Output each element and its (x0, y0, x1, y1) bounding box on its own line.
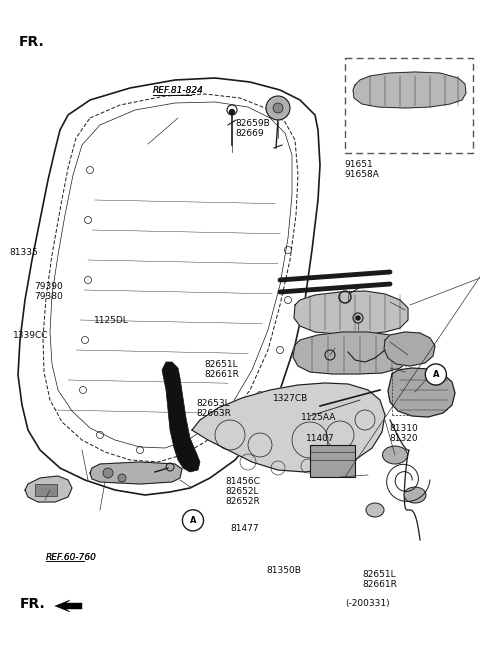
Text: 81310
81320: 81310 81320 (390, 424, 419, 443)
Text: A: A (432, 370, 439, 379)
Text: A: A (190, 516, 196, 525)
Bar (310, 445, 355, 477)
Text: 1125AA: 1125AA (301, 413, 337, 422)
Text: 1339CC: 1339CC (13, 330, 49, 340)
Text: REF.60-760: REF.60-760 (46, 553, 96, 562)
Text: (-200331): (-200331) (346, 599, 390, 608)
Polygon shape (353, 72, 466, 108)
Circle shape (229, 110, 235, 114)
Polygon shape (55, 600, 82, 612)
Text: 1327CB: 1327CB (273, 394, 308, 403)
Text: 81477: 81477 (230, 524, 259, 533)
Text: 82659B
82669: 82659B 82669 (235, 119, 270, 139)
Text: 91651
91658A: 91651 91658A (345, 160, 380, 179)
Text: 82651L
82661R: 82651L 82661R (362, 570, 397, 589)
Polygon shape (293, 332, 412, 374)
Polygon shape (192, 383, 385, 472)
Circle shape (182, 510, 204, 531)
Text: 81456C
82652L
82652R: 81456C 82652L 82652R (226, 476, 261, 507)
Text: 82653L
82663R: 82653L 82663R (197, 399, 232, 419)
Text: 11407: 11407 (306, 434, 335, 443)
Circle shape (425, 364, 446, 385)
Text: FR.: FR. (20, 597, 46, 611)
Text: 81350B: 81350B (266, 566, 301, 575)
Circle shape (118, 474, 126, 482)
Ellipse shape (366, 503, 384, 517)
Text: 81335: 81335 (10, 248, 38, 258)
Ellipse shape (383, 446, 408, 464)
Circle shape (356, 316, 360, 320)
Text: REF.81-824: REF.81-824 (153, 86, 204, 95)
Text: REF.81-824: REF.81-824 (153, 86, 204, 95)
Polygon shape (25, 476, 72, 502)
Text: 1125DL: 1125DL (94, 316, 128, 325)
Bar (35, 484, 57, 496)
Text: 79390
79380: 79390 79380 (35, 282, 63, 302)
Text: REF.60-760: REF.60-760 (46, 553, 96, 562)
Polygon shape (388, 368, 455, 417)
Polygon shape (90, 462, 182, 484)
Text: FR.: FR. (19, 35, 45, 49)
Polygon shape (162, 362, 200, 472)
Circle shape (273, 103, 283, 113)
Text: 82651L
82661R: 82651L 82661R (204, 359, 239, 379)
Circle shape (266, 96, 290, 120)
Polygon shape (384, 332, 435, 366)
Circle shape (103, 468, 113, 478)
Ellipse shape (404, 487, 426, 503)
Polygon shape (294, 291, 408, 334)
